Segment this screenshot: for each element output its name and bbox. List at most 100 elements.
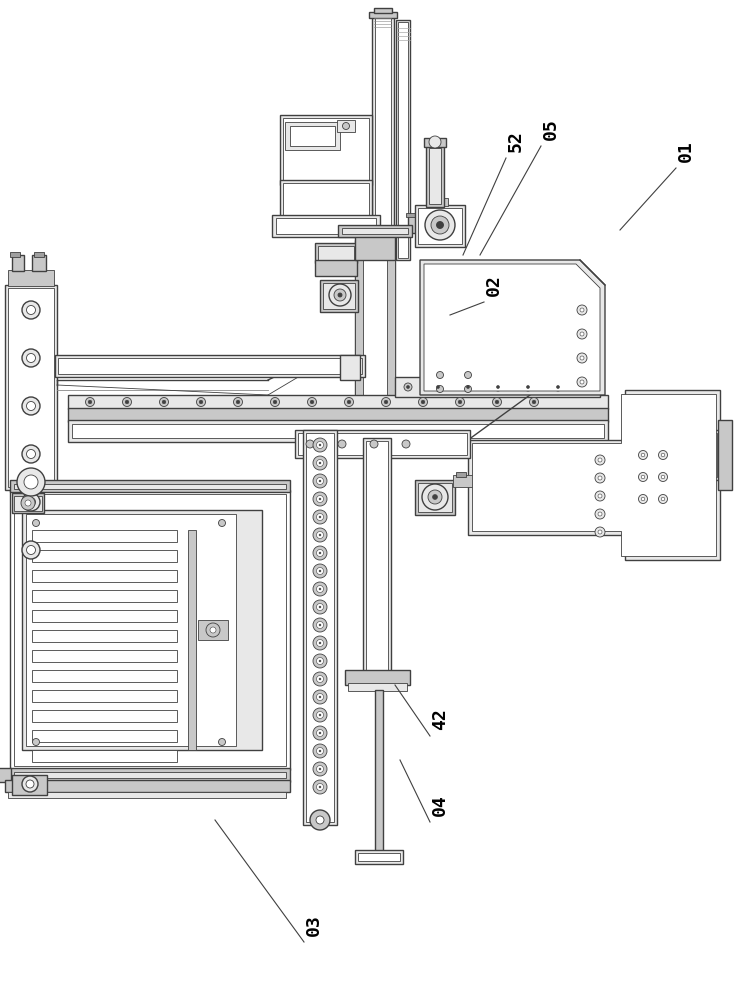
Circle shape: [32, 738, 40, 746]
Circle shape: [313, 600, 327, 614]
Bar: [32, 530, 177, 542]
Circle shape: [22, 776, 38, 792]
Circle shape: [26, 546, 35, 554]
Bar: [415, 480, 455, 515]
Circle shape: [26, 306, 35, 314]
Circle shape: [21, 496, 35, 510]
Text: 52: 52: [507, 130, 525, 152]
Circle shape: [319, 624, 321, 626]
Bar: [358, 243, 392, 432]
Bar: [432, 198, 448, 206]
Bar: [295, 430, 470, 458]
Circle shape: [580, 356, 584, 360]
Circle shape: [88, 400, 92, 404]
Bar: [453, 475, 473, 487]
Bar: [366, 441, 388, 675]
Bar: [408, 215, 430, 233]
Circle shape: [26, 450, 35, 458]
Circle shape: [319, 444, 321, 446]
Bar: [34, 252, 44, 257]
Circle shape: [313, 438, 327, 452]
Circle shape: [22, 349, 40, 367]
Circle shape: [316, 694, 324, 700]
Circle shape: [316, 532, 324, 538]
Circle shape: [404, 383, 412, 391]
Circle shape: [580, 332, 584, 336]
Circle shape: [402, 440, 410, 448]
Bar: [372, 15, 394, 235]
Bar: [424, 138, 446, 147]
Circle shape: [465, 371, 472, 378]
Circle shape: [580, 308, 584, 312]
Bar: [418, 483, 452, 512]
Circle shape: [319, 552, 321, 554]
Circle shape: [429, 136, 441, 148]
Circle shape: [210, 627, 216, 633]
Circle shape: [456, 397, 465, 406]
Circle shape: [313, 708, 327, 722]
Bar: [14, 494, 286, 766]
Bar: [32, 570, 177, 582]
Bar: [68, 408, 608, 422]
Circle shape: [125, 400, 129, 404]
Bar: [398, 22, 408, 258]
Circle shape: [310, 400, 314, 404]
Circle shape: [313, 636, 327, 650]
Circle shape: [316, 712, 324, 718]
Circle shape: [577, 305, 587, 315]
Circle shape: [319, 786, 321, 788]
Text: 42: 42: [431, 708, 449, 730]
Circle shape: [641, 497, 645, 501]
Circle shape: [270, 397, 279, 406]
Bar: [355, 850, 403, 864]
Circle shape: [313, 564, 327, 578]
Bar: [198, 620, 228, 640]
Circle shape: [556, 385, 559, 388]
Bar: [406, 213, 432, 217]
Bar: [10, 480, 290, 492]
Circle shape: [319, 570, 321, 572]
Circle shape: [466, 385, 469, 388]
Circle shape: [494, 383, 502, 391]
Bar: [280, 115, 372, 185]
Bar: [32, 630, 177, 642]
Bar: [14, 496, 42, 511]
Bar: [32, 670, 177, 682]
Bar: [369, 12, 397, 18]
Circle shape: [598, 494, 602, 498]
Bar: [32, 590, 177, 602]
Circle shape: [532, 400, 535, 404]
Circle shape: [22, 301, 40, 319]
Bar: [5, 285, 57, 490]
Circle shape: [370, 440, 378, 448]
Circle shape: [316, 568, 324, 574]
Bar: [318, 246, 354, 260]
Circle shape: [313, 744, 327, 758]
Circle shape: [347, 400, 351, 404]
Circle shape: [316, 495, 324, 502]
Bar: [272, 215, 380, 237]
Circle shape: [319, 462, 321, 464]
Circle shape: [641, 453, 645, 457]
Bar: [355, 235, 395, 260]
Circle shape: [431, 216, 449, 234]
Circle shape: [580, 380, 584, 384]
Circle shape: [595, 491, 605, 501]
Circle shape: [577, 377, 587, 387]
Circle shape: [638, 473, 647, 482]
Bar: [10, 490, 290, 770]
Bar: [0, 768, 11, 782]
Bar: [14, 484, 286, 489]
Circle shape: [436, 371, 444, 378]
Bar: [718, 420, 732, 490]
Circle shape: [313, 492, 327, 506]
Circle shape: [316, 748, 324, 754]
Bar: [32, 690, 177, 702]
Circle shape: [493, 397, 502, 406]
Circle shape: [316, 640, 324, 647]
Text: 05: 05: [542, 118, 560, 140]
Bar: [320, 280, 358, 312]
Circle shape: [659, 450, 668, 460]
Bar: [285, 122, 340, 150]
Text: 02: 02: [485, 274, 503, 296]
